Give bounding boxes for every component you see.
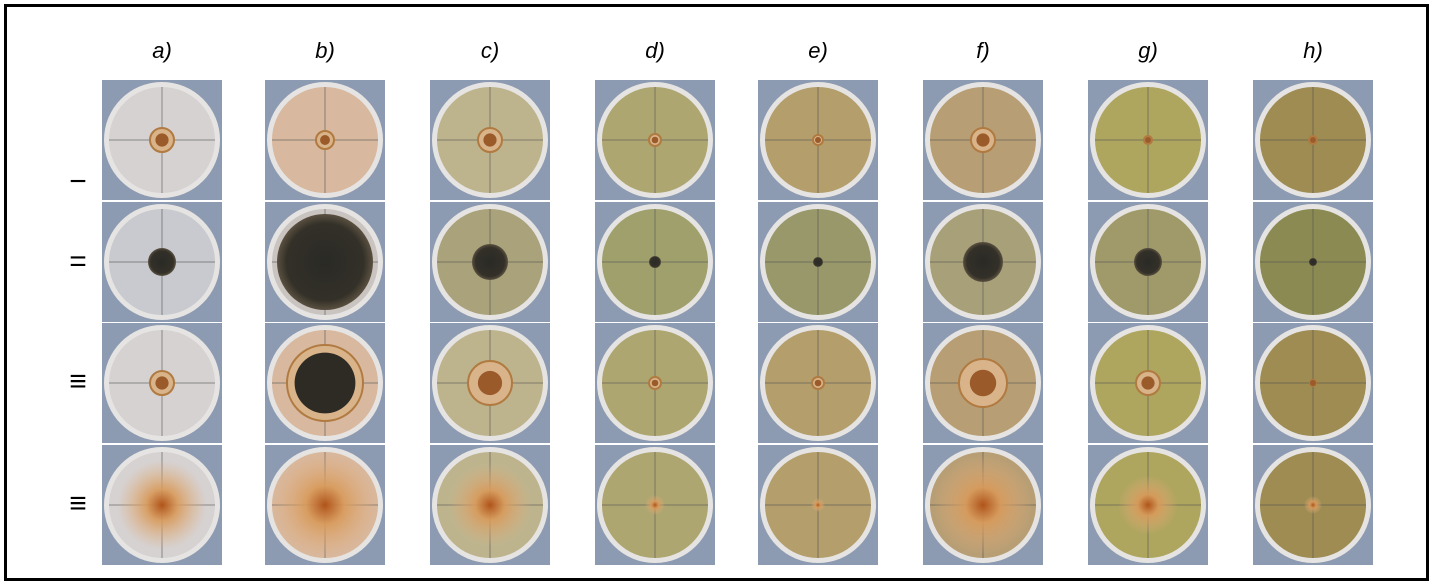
petri-dish-photo <box>758 202 878 322</box>
petri-dish-photo <box>923 323 1043 443</box>
colony <box>933 455 1033 555</box>
colony <box>1141 376 1154 389</box>
column-label: a) <box>152 38 172 63</box>
petri-dish-photo <box>1253 445 1373 565</box>
column-label: g) <box>1138 38 1158 63</box>
petri-dish-photo <box>102 323 222 443</box>
row-label: − <box>69 165 87 198</box>
colony <box>448 463 532 547</box>
petri-dish-photo <box>1088 445 1208 565</box>
petri-dish-photo <box>102 80 222 200</box>
row-label: ≡ <box>69 487 87 520</box>
colony <box>277 214 373 310</box>
row-label: = <box>69 245 87 278</box>
petri-dish-photo <box>923 202 1043 322</box>
colony <box>117 460 207 550</box>
colony <box>976 133 989 146</box>
petri-dish-photo <box>265 323 385 443</box>
colony <box>472 244 508 280</box>
colony <box>295 353 356 414</box>
colony <box>652 137 659 144</box>
colony <box>970 370 996 396</box>
colony <box>270 450 380 560</box>
page: {"columns": ["a)", "b)", "c)", "d)", "e)… <box>0 0 1433 586</box>
row-label: ≡ <box>69 365 87 398</box>
colony <box>155 133 168 146</box>
colony <box>813 257 823 267</box>
colony <box>478 371 502 395</box>
petri-dish-photo <box>923 445 1043 565</box>
petri-dish-photo <box>430 445 550 565</box>
colony <box>815 380 822 387</box>
colony <box>649 256 661 268</box>
petri-dish-photo <box>1253 323 1373 443</box>
colony <box>1309 258 1317 266</box>
petri-dish-photo <box>595 323 715 443</box>
column-label: e) <box>808 38 828 63</box>
petri-dish-photo <box>430 323 550 443</box>
petri-dish-photo <box>595 445 715 565</box>
colony <box>1310 137 1316 143</box>
petri-dish-photo <box>1088 323 1208 443</box>
column-label: h) <box>1303 38 1323 63</box>
petri-dish-photo <box>758 80 878 200</box>
colony <box>1118 475 1178 535</box>
petri-dish-photo <box>1088 202 1208 322</box>
colony <box>645 495 665 515</box>
column-label: f) <box>976 38 989 63</box>
petri-dish-photo <box>1253 202 1373 322</box>
colony <box>1134 248 1162 276</box>
colony <box>1304 496 1322 514</box>
petri-dish-photo <box>1088 80 1208 200</box>
colony <box>320 135 330 145</box>
figure: a) b) c) d) e) f) g) h) − = ≡ ≡ <box>0 0 1433 586</box>
petri-dish-photo <box>430 202 550 322</box>
colony <box>483 133 496 146</box>
colony <box>811 498 825 512</box>
colony <box>148 248 176 276</box>
colony <box>1310 380 1316 386</box>
colony <box>1145 137 1151 143</box>
colony <box>963 242 1003 282</box>
petri-dish-photo <box>265 202 385 322</box>
petri-dish-photo <box>265 445 385 565</box>
petri-dish-photo <box>595 80 715 200</box>
colony <box>155 376 168 389</box>
column-label: d) <box>645 38 665 63</box>
petri-dish-photo <box>595 202 715 322</box>
petri-dish-photo <box>923 80 1043 200</box>
petri-dish-photo <box>102 445 222 565</box>
petri-dish-photo <box>758 323 878 443</box>
colony <box>652 380 659 387</box>
colony <box>815 137 821 143</box>
petri-dish-photo <box>758 445 878 565</box>
column-label: b) <box>315 38 335 63</box>
petri-dish-photo <box>1253 80 1373 200</box>
petri-dish-photo <box>430 80 550 200</box>
petri-dish-photo <box>102 202 222 322</box>
column-label: c) <box>481 38 499 63</box>
petri-dish-photo <box>265 80 385 200</box>
